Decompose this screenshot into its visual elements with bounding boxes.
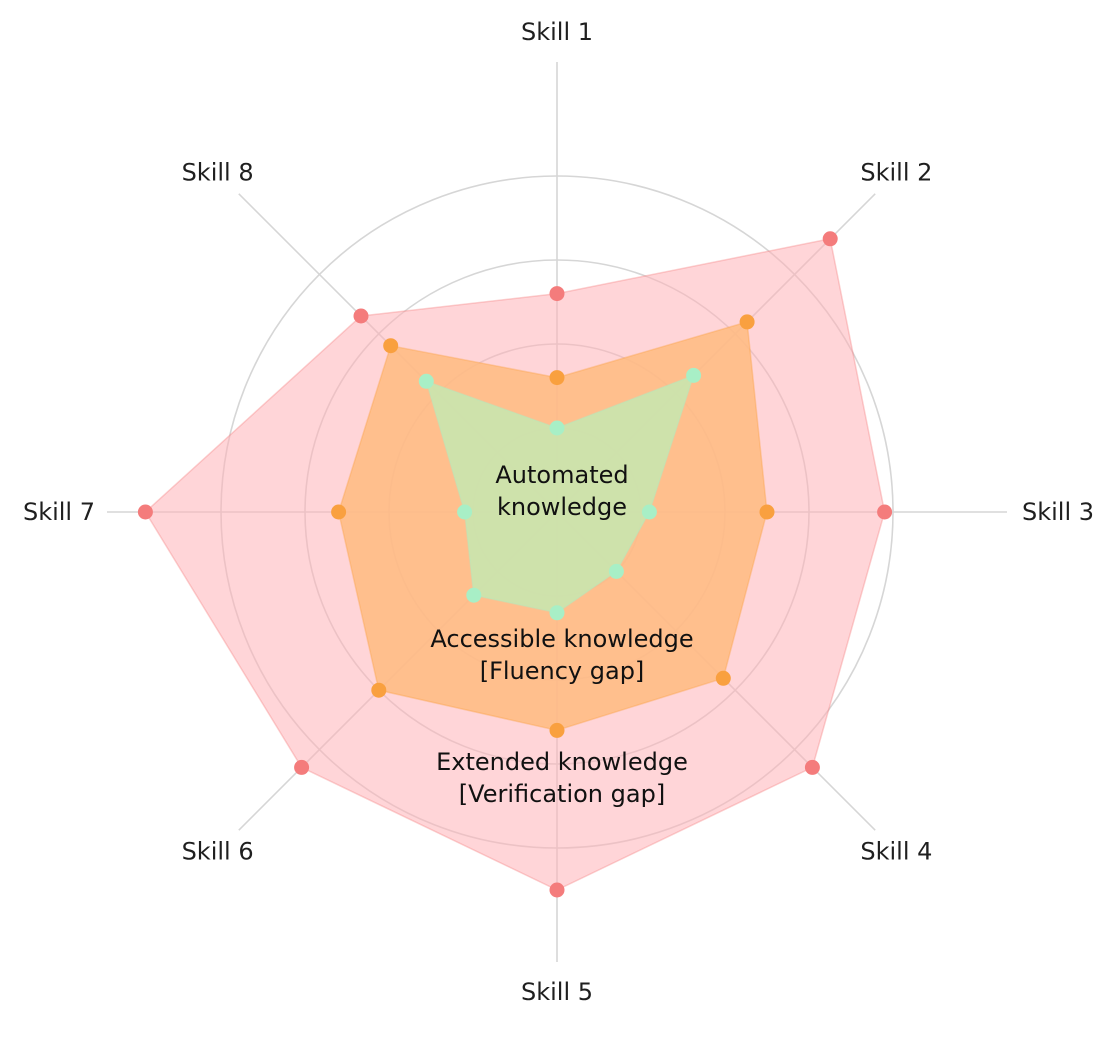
axis-label-6: Skill 6 bbox=[182, 837, 254, 865]
accessible-point-4 bbox=[715, 670, 731, 686]
accessible-label: Accessible knowledge [Fluency gap] bbox=[430, 625, 693, 685]
automated-label-line-2: knowledge bbox=[497, 493, 627, 521]
automated-label-line-1: Automated bbox=[495, 461, 628, 489]
axis-label-8: Skill 8 bbox=[182, 159, 254, 187]
automated-point-1 bbox=[549, 420, 565, 436]
axis-label-2: Skill 2 bbox=[860, 159, 932, 187]
axis-label-5: Skill 5 bbox=[521, 978, 593, 1006]
extended-point-7 bbox=[137, 504, 153, 520]
automated-point-6 bbox=[466, 587, 482, 603]
accessible-label-line-2: [Fluency gap] bbox=[480, 657, 645, 685]
extended-point-3 bbox=[877, 504, 893, 520]
axis-label-4: Skill 4 bbox=[860, 837, 932, 865]
accessible-label-line-1: Accessible knowledge bbox=[430, 625, 693, 653]
extended-point-8 bbox=[353, 308, 369, 324]
accessible-point-2 bbox=[739, 314, 755, 330]
automated-point-3 bbox=[641, 504, 657, 520]
extended-label: Extended knowledge [Verification gap] bbox=[436, 748, 688, 808]
extended-point-5 bbox=[549, 882, 565, 898]
automated-point-5 bbox=[549, 605, 565, 621]
extended-point-1 bbox=[549, 286, 565, 302]
extended-point-2 bbox=[822, 231, 838, 247]
automated-point-7 bbox=[457, 504, 473, 520]
extended-label-line-2: [Verification gap] bbox=[459, 780, 665, 808]
axis-label-1: Skill 1 bbox=[521, 18, 593, 46]
accessible-point-6 bbox=[371, 682, 387, 698]
accessible-point-7 bbox=[331, 504, 347, 520]
axis-label-layer: Skill 1 Skill 2 Skill 3 Skill 4 Skill 5 Skill… bbox=[23, 18, 1094, 1006]
accessible-point-8 bbox=[383, 338, 399, 354]
axis-label-7: Skill 7 bbox=[23, 498, 95, 526]
extended-label-line-1: Extended knowledge bbox=[436, 748, 688, 776]
axis-label-3: Skill 3 bbox=[1022, 498, 1094, 526]
automated-label: Automated knowledge bbox=[495, 461, 628, 521]
automated-point-8 bbox=[418, 373, 434, 389]
accessible-point-1 bbox=[549, 370, 565, 386]
accessible-point-5 bbox=[549, 722, 565, 738]
extended-point-6 bbox=[294, 759, 310, 775]
accessible-point-3 bbox=[759, 504, 775, 520]
points-layer bbox=[137, 231, 893, 898]
automated-point-4 bbox=[608, 563, 624, 579]
extended-point-4 bbox=[804, 759, 820, 775]
automated-point-2 bbox=[686, 367, 702, 383]
series-layer bbox=[144, 237, 886, 891]
region-label-layer: Extended knowledge [Verification gap] Acce… bbox=[430, 461, 693, 808]
